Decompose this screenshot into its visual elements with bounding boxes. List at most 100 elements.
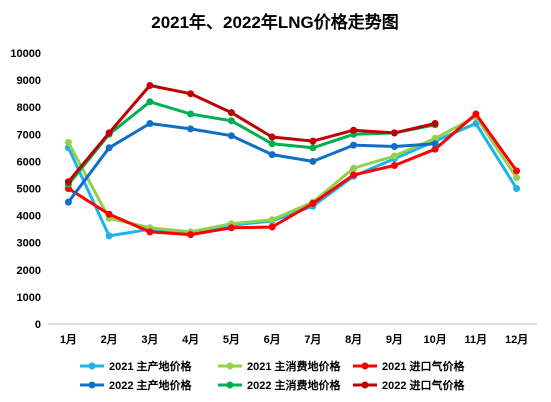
data-point: [146, 82, 154, 89]
data-point: [309, 144, 317, 152]
x-tick-label: 8月: [345, 333, 362, 346]
data-point: [350, 126, 358, 134]
y-tick-label: 3000: [17, 238, 41, 250]
x-tick-label: 9月: [386, 333, 403, 346]
legend-label: 2022 主消费地价格: [247, 378, 342, 392]
x-tick-label: 12月: [505, 333, 528, 346]
series-line: [67, 100, 436, 186]
data-point: [105, 144, 113, 152]
data-point: [268, 223, 276, 231]
x-tick-labels: 1月 2月 3月 4月 5月 6月 7月 8月 9月 10月 11月 12月: [60, 333, 528, 346]
series-1: [64, 113, 521, 236]
series-line: [67, 122, 436, 203]
data-point: [513, 167, 521, 175]
data-point: [513, 174, 521, 182]
series-line: [67, 84, 436, 183]
legend-label: 2022 进口气价格: [382, 378, 466, 392]
data-point: [227, 224, 235, 232]
series-line: [67, 112, 518, 237]
legend-item: 2021 主消费地价格: [218, 359, 342, 373]
series-4: [64, 98, 439, 188]
legend-swatch-marker: [226, 362, 234, 370]
series-5: [64, 82, 439, 186]
data-point: [513, 185, 521, 192]
series-2: [64, 110, 521, 239]
data-point: [146, 98, 154, 106]
x-tick-label: 2月: [101, 333, 118, 346]
legend-item: 2022 主产地价格: [80, 378, 193, 392]
legend-item: 2022 主消费地价格: [218, 378, 342, 392]
x-tick-label: 11月: [465, 333, 488, 346]
data-point: [350, 171, 358, 179]
data-point: [268, 216, 276, 224]
legend-item: 2022 进口气价格: [353, 378, 466, 392]
y-tick-label: 0: [35, 319, 41, 331]
legend-swatch-marker: [88, 381, 96, 389]
data-point: [309, 137, 317, 145]
data-point: [146, 228, 154, 236]
series-line: [67, 115, 518, 234]
data-point: [105, 210, 113, 218]
data-point: [350, 164, 358, 172]
data-point: [268, 140, 276, 148]
data-point: [390, 143, 398, 150]
y-tick-label: 6000: [17, 156, 41, 168]
legend-label: 2022 主产地价格: [109, 378, 193, 392]
data-point: [227, 132, 235, 140]
data-point: [105, 129, 113, 137]
data-point: [431, 145, 439, 153]
legend-item: 2021 主产地价格: [80, 359, 193, 373]
data-point: [268, 133, 276, 141]
legend-label: 2021 主消费地价格: [247, 359, 342, 373]
data-point: [187, 90, 195, 98]
x-tick-label: 10月: [424, 333, 447, 346]
data-point: [431, 134, 439, 142]
y-tick-label: 2000: [17, 265, 41, 277]
x-tick-label: 1月: [60, 333, 77, 346]
data-point: [64, 198, 72, 206]
x-tick-label: 3月: [141, 333, 158, 346]
legend-label: 2021 主产地价格: [109, 359, 193, 373]
y-tick-label: 5000: [17, 184, 41, 196]
data-point: [105, 232, 113, 240]
legend-swatch-marker: [361, 362, 369, 370]
x-tick-label: 6月: [264, 333, 281, 346]
legend-item: 2021 进口气价格: [353, 359, 466, 373]
data-point: [187, 110, 195, 118]
y-tick-label: 1000: [17, 292, 41, 304]
chart-title: 2021年、2022年LNG价格走势图: [151, 12, 399, 32]
x-tick-label: 4月: [182, 333, 199, 346]
series-group: [64, 82, 521, 240]
data-point: [64, 178, 72, 186]
data-point: [146, 120, 154, 127]
y-tick-label: 4000: [17, 211, 41, 223]
legend-swatch-marker: [226, 381, 234, 389]
data-point: [431, 120, 439, 127]
data-point: [64, 138, 72, 146]
data-point: [187, 231, 195, 239]
data-point: [350, 141, 358, 149]
legend-label: 2021 进口气价格: [382, 359, 466, 373]
legend-swatch-marker: [88, 362, 96, 370]
series-3: [64, 120, 439, 206]
y-tick-label: 7000: [17, 129, 41, 141]
data-point: [227, 109, 235, 117]
data-point: [472, 110, 480, 118]
x-tick-label: 5月: [223, 333, 240, 346]
data-point: [227, 117, 235, 125]
legend-swatch-marker: [361, 381, 369, 389]
y-tick-labels: 0 1000 2000 3000 4000 5000 6000 7000 8000 9000 100…: [10, 48, 41, 331]
y-tick-label: 9000: [17, 75, 41, 87]
data-point: [187, 125, 195, 133]
data-point: [268, 151, 276, 159]
data-point: [431, 140, 439, 148]
data-point: [309, 199, 317, 207]
y-tick-label: 8000: [17, 102, 41, 114]
data-point: [390, 129, 398, 137]
legend: 2021 主产地价格 2021 主消费地价格 2021 进口气价格 2022 主产地价…: [80, 359, 466, 392]
x-tick-label: 7月: [304, 333, 321, 346]
data-point: [309, 157, 317, 165]
y-tick-label: 10000: [10, 48, 41, 60]
